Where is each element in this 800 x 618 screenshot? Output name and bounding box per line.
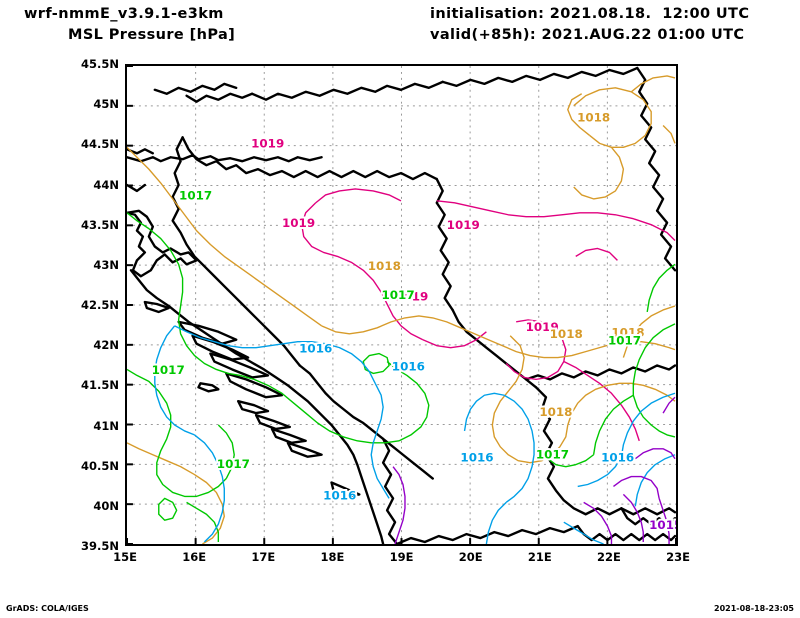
contour-label-halo: 1018 [539,405,572,419]
x-axis-tick-label: 19E [389,550,414,564]
y-axis-tick-label: 42N [93,338,119,353]
contour-label-halo: 1018 [368,259,401,273]
contour-label: 1019 [395,290,428,304]
contour-label-halo: 1017 [382,288,415,302]
y-axis-tick-label: 40.5N [81,458,119,473]
contour-label-halo: 1017 [152,363,185,377]
contour-label: 1019 [526,320,559,334]
valid-time-label: valid(+85h): 2021.AUG.22 01:00 UTC [430,27,745,43]
contour-label: 1018 [577,110,610,124]
y-axis-tick-label: 43N [93,257,119,272]
y-axis-tick-label: 45.5N [81,57,119,71]
model-title: wrf-nmmE_v3.9.1-e3km [24,6,224,22]
contour-label: 1019 [251,137,284,151]
contour-label-halo: 1017 [217,457,250,471]
contour-label-halo: 1019 [395,290,428,304]
contour-label: 1017 [179,188,212,202]
contour-label: 1016 [392,360,425,374]
grads-credit: GrADS: COLA/IGES [6,604,89,613]
contour-label: 1017 [152,363,185,377]
contour-label: 1019 [447,218,480,232]
contour-1019 [301,188,676,442]
x-axis-tick-label: 22E [596,550,621,564]
x-axis-tick-label: 21E [527,550,552,564]
y-axis-tick-label: 41N [93,418,119,433]
contour-label: 1017 [608,333,641,347]
contour-label: 1017 [536,447,569,461]
contour-label: 1016 [460,450,493,464]
x-axis-tick-label: 17E [251,550,276,564]
gridlines [127,66,676,544]
contour-label: 1017 [217,457,250,471]
contour-label-halo: 1019 [526,320,559,334]
contour-label-halo: 1019 [282,216,315,230]
contour-label-halo: 1018 [577,110,610,124]
contour-label-halo: 1017 [536,447,569,461]
contour-label: 1016 [601,450,634,464]
map-plot-area: 1019 1019 1019 1019 1019 1019 1019 1019 1019 1019… [125,64,678,546]
initialisation-label: initialisation: 2021.08.18. 12:00 UTC [430,6,750,22]
coastline-border-layer [127,66,676,544]
contour-label-halo: 1018 [550,327,583,341]
render-timestamp: 2021-08-18-23:05 [714,604,794,613]
contour-label: 1018 [611,325,644,339]
contour-1016 [154,325,676,544]
contour-label-halo: 1016 [460,450,493,464]
contour-1015 [392,396,676,544]
x-axis-tick-label: 16E [182,550,207,564]
contour-label-halo: 1019 [251,137,284,151]
y-axis-tick-label: 40N [93,498,119,513]
contour-label: 1017 [382,288,415,302]
y-axis-tick-label: 39.5N [81,539,119,553]
contour-label: 1016 [299,341,332,355]
contour-label: 1019 [282,216,315,230]
contour-label-halo: 1016 [601,450,634,464]
contour-label: 1018 [550,327,583,341]
y-axis-tick-label: 45N [93,97,119,112]
y-axis-tick-label: 43.5N [81,217,119,232]
x-axis-tick-label: 23E [666,550,690,564]
contour-label-halo: 1019 [447,218,480,232]
contour-1017 [127,212,676,543]
y-axis-tick-label: 42.5N [81,298,119,312]
contour-label-halo: 1017 [608,333,641,347]
field-title: MSL Pressure [hPa] [68,27,236,43]
contour-label-halo: 1016 [392,360,425,374]
x-axis-tick-label: 20E [458,550,483,564]
y-axis-tick-label: 41.5N [81,378,119,393]
contour-label: 1018 [539,405,572,419]
y-axis-tick-label: 44N [93,177,119,192]
contour-label-halo: 1016 [323,489,356,503]
contour-label-halo: 1016 [299,341,332,355]
y-axis-tick-label: 44.5N [81,137,119,152]
x-axis-tick-label: 18E [320,550,345,564]
contour-label: 1018 [368,259,401,273]
x-axis-tick-label: 15E [113,550,137,564]
contour-label-halo: 1018 [611,325,644,339]
contour-label-halo: 1015 [649,518,676,532]
contour-label: 1016 [323,489,356,503]
contour-1018 [127,75,676,544]
contour-label-halo: 1017 [179,188,212,202]
contour-label: 1015 [649,518,676,532]
